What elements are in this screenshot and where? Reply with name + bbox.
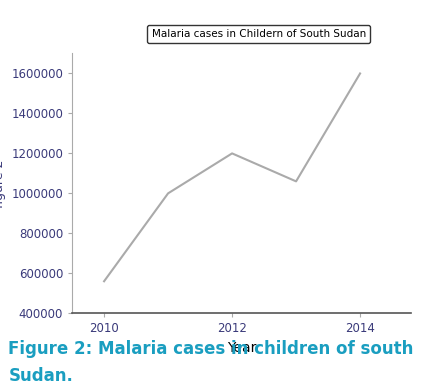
Y-axis label: figure 2: figure 2: [0, 159, 6, 207]
X-axis label: Year: Year: [227, 341, 257, 355]
Text: Figure 2: Malaria cases in children of south: Figure 2: Malaria cases in children of s…: [8, 340, 414, 358]
Legend: Malaria cases in Childern of South Sudan: Malaria cases in Childern of South Sudan: [148, 25, 370, 43]
Text: Sudan.: Sudan.: [8, 367, 73, 382]
